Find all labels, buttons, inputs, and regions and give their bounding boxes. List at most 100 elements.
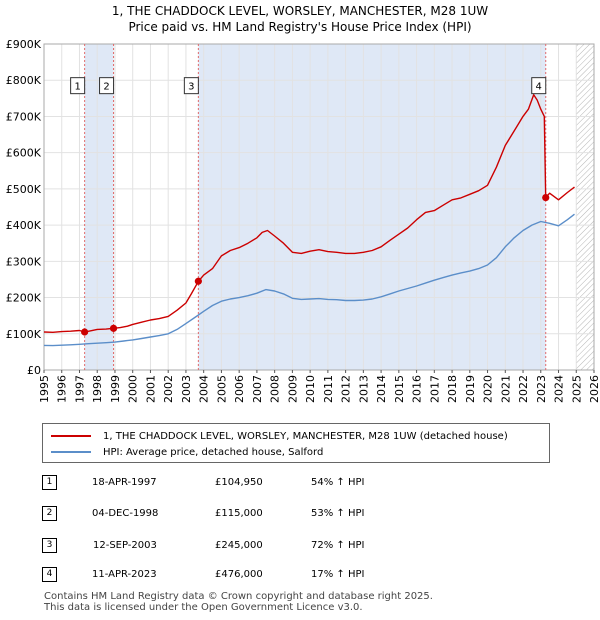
x-tick-label: 2014 (375, 375, 388, 403)
row-price: £476,000 (215, 569, 263, 580)
x-tick-label: 2012 (340, 375, 353, 403)
x-tick-label: 1996 (56, 375, 69, 403)
table-row: 4 11-APR-2023 £476,000 17% ↑ HPI (0, 567, 600, 587)
sale-point (109, 324, 118, 332)
y-tick-label: £0 (27, 364, 41, 377)
y-tick-label: £300K (6, 255, 42, 268)
sale-number-box (183, 77, 199, 95)
footer: Contains HM Land Registry data © Crown c… (44, 591, 433, 613)
legend: 1, THE CHADDOCK LEVEL, WORSLEY, MANCHEST… (42, 423, 550, 463)
sale-number-boxes: 1 2 3 4 (70, 77, 547, 95)
plot-background (44, 44, 594, 370)
y-tick-label: £900K (6, 38, 42, 51)
y-tick-label: £700K (6, 110, 42, 123)
series-group (44, 93, 575, 347)
x-tick-label: 2002 (162, 375, 175, 403)
row-number: 2 (42, 506, 57, 521)
x-tick-label: 2026 (588, 375, 600, 403)
x-tick-label: 2019 (464, 375, 477, 403)
x-tick-label: 2008 (269, 375, 282, 403)
title-line-1: 1, THE CHADDOCK LEVEL, WORSLEY, MANCHEST… (111, 4, 489, 18)
x-tick-label: 2006 (233, 375, 246, 403)
sale-number-label: 3 (188, 82, 194, 93)
row-date: 18-APR-1997 (92, 477, 157, 488)
x-tick-label: 2001 (144, 375, 157, 403)
x-tick-label: 2010 (304, 375, 317, 403)
shaded-period (198, 44, 546, 370)
sale-point (81, 328, 89, 336)
row-date: 12-SEP-2003 (93, 540, 157, 551)
footer-line-1: Contains HM Land Registry data © Crown c… (44, 591, 433, 602)
x-tick-label: 2025 (570, 375, 583, 403)
y-tick-label: £600K (6, 147, 42, 160)
table-row: 1 18-APR-1997 £104,950 54% ↑ HPI (0, 475, 600, 495)
legend-property-label: 1, THE CHADDOCK LEVEL, WORSLEY, MANCHEST… (103, 430, 508, 442)
row-hpi: 72% ↑ HPI (311, 540, 365, 551)
shaded-period (84, 44, 114, 370)
sale-point (194, 277, 202, 285)
future-hatch (576, 44, 594, 370)
row-date: 04-DEC-1998 (92, 508, 159, 519)
y-tick-label: £100K (6, 328, 42, 341)
legend-item-hpi: HPI: Average price, detached house, Salf… (51, 445, 323, 459)
row-hpi: 17% ↑ HPI (311, 569, 365, 580)
row-price: £104,950 (215, 477, 263, 488)
sale-number-box (70, 77, 86, 95)
chart-title: 1, THE CHADDOCK LEVEL, WORSLEY, MANCHEST… (0, 3, 600, 35)
x-tick-label: 2020 (482, 375, 495, 403)
x-tick-label: 1999 (109, 375, 122, 403)
row-price: £245,000 (215, 540, 263, 551)
x-tick-label: 2017 (428, 375, 441, 403)
row-number: 1 (42, 475, 57, 490)
y-tick-label: £500K (6, 183, 42, 196)
plot-border (43, 43, 595, 371)
x-tick-label: 2016 (411, 375, 424, 403)
sale-point (542, 193, 550, 202)
legend-item-property: 1, THE CHADDOCK LEVEL, WORSLEY, MANCHEST… (51, 429, 508, 443)
x-tick-label: 2022 (517, 375, 530, 403)
x-tick-label: 2000 (127, 375, 140, 403)
x-tick-label: 1998 (91, 375, 104, 403)
row-number: 3 (42, 538, 57, 553)
row-hpi: 54% ↑ HPI (311, 477, 365, 488)
x-tick-label: 2018 (446, 375, 459, 403)
x-tick-label: 2004 (198, 375, 211, 403)
price-chart: 1 2 3 4 £0 £100K £200K £300K £400K £500K £600K £70… (6, 38, 600, 403)
x-tick-label: 2023 (535, 375, 548, 403)
x-tick-label: 1995 (38, 375, 51, 403)
table-row: 3 12-SEP-2003 £245,000 72% ↑ HPI (0, 538, 600, 558)
x-tick-label: 2021 (499, 375, 512, 403)
x-tick-label: 2024 (553, 375, 566, 403)
grid-lines (43, 43, 595, 371)
y-tick-label: £800K (6, 74, 42, 87)
sale-number-label: 4 (536, 82, 542, 93)
hpi-line (44, 213, 575, 347)
y-tick-label: £200K (6, 292, 42, 305)
row-hpi: 53% ↑ HPI (311, 508, 365, 519)
x-axis-ticks: 1995 1996 1997 1998 1999 2000 2001 2002 2003 2004… (38, 370, 600, 403)
x-tick-label: 2005 (215, 375, 228, 403)
property-price-line (44, 93, 575, 333)
footer-line-2: This data is licensed under the Open Gov… (44, 602, 363, 613)
x-tick-label: 2013 (357, 375, 370, 403)
table-row: 2 04-DEC-1998 £115,000 53% ↑ HPI (0, 506, 600, 526)
sale-number-box (531, 77, 547, 95)
x-tick-label: 2003 (180, 375, 193, 403)
x-tick-label: 2007 (251, 375, 264, 403)
x-tick-label: 2011 (322, 375, 335, 403)
row-number: 4 (42, 567, 57, 582)
x-tick-label: 1997 (73, 375, 86, 403)
y-tick-label: £400K (6, 219, 42, 232)
sale-number-label: 2 (103, 82, 109, 93)
y-axis-ticks: £0 £100K £200K £300K £400K £500K £600K £700K £80… (6, 38, 42, 377)
legend-hpi-swatch (51, 451, 91, 453)
x-tick-label: 2009 (286, 375, 299, 403)
legend-hpi-label: HPI: Average price, detached house, Salf… (103, 446, 324, 458)
legend-property-swatch (51, 435, 91, 437)
row-price: £115,000 (215, 508, 263, 519)
x-tick-label: 2015 (393, 375, 406, 403)
sale-number-box (99, 77, 115, 95)
sale-number-label: 1 (74, 82, 80, 93)
sale-points (81, 193, 550, 336)
